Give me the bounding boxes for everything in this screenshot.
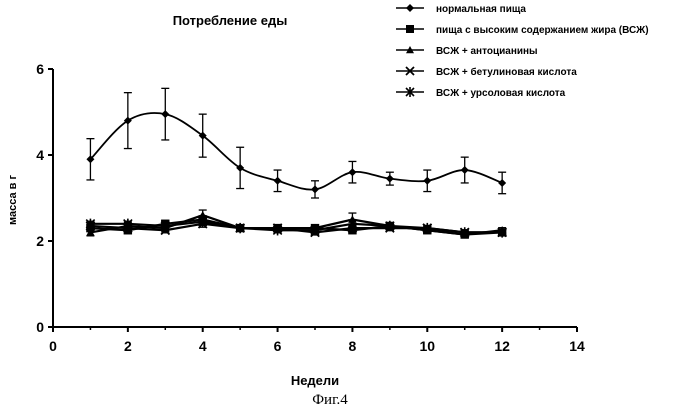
data-point bbox=[386, 175, 394, 183]
legend-label: ВСЖ + бетулиновая кислота bbox=[436, 66, 577, 78]
chart-title: Потребление еды bbox=[173, 13, 288, 28]
y-tick-label: 6 bbox=[36, 61, 44, 77]
x-tick-label: 0 bbox=[49, 338, 57, 354]
x-tick-label: 12 bbox=[494, 338, 510, 354]
legend-label: ВСЖ + урсоловая кислота bbox=[436, 88, 566, 99]
legend: нормальная пища пища с высоким содержание… bbox=[396, 4, 649, 99]
data-point bbox=[498, 179, 506, 187]
data-point bbox=[461, 166, 469, 174]
series-line bbox=[90, 113, 502, 190]
y-axis-label: масса в г bbox=[7, 175, 19, 225]
x-tick-label: 2 bbox=[124, 338, 132, 354]
x-tick-label: 14 bbox=[569, 338, 585, 354]
y-tick-label: 4 bbox=[36, 147, 44, 163]
legend-item-1: нормальная пища bbox=[396, 4, 526, 15]
data-point bbox=[348, 168, 356, 176]
legend-label: пища с высоким содержанием жира (ВСЖ) bbox=[436, 25, 649, 36]
data-point bbox=[161, 110, 169, 118]
data-point bbox=[274, 177, 282, 185]
legend-item-4: ВСЖ + бетулиновая кислота bbox=[396, 66, 577, 78]
series-layer bbox=[86, 88, 506, 238]
y-tick-label: 0 bbox=[36, 319, 44, 335]
legend-label: ВСЖ + антоцианины bbox=[436, 46, 538, 57]
axes: 0 2 4 6 8 10 12 14 0 2 4 6 bbox=[36, 61, 585, 354]
legend-item-3: ВСЖ + антоцианины bbox=[396, 46, 538, 57]
x-tick-label: 6 bbox=[274, 338, 282, 354]
data-point bbox=[311, 185, 319, 193]
legend-marker bbox=[406, 25, 414, 33]
series-1 bbox=[86, 88, 506, 198]
y-tick-label: 2 bbox=[36, 233, 44, 249]
legend-label: нормальная пища bbox=[436, 4, 526, 15]
data-point bbox=[423, 177, 431, 185]
x-axis-label: Недели bbox=[291, 373, 339, 388]
legend-item-5: ВСЖ + урсоловая кислота bbox=[396, 87, 566, 99]
x-tick-label: 10 bbox=[419, 338, 435, 354]
x-tick-label: 4 bbox=[199, 338, 207, 354]
legend-marker bbox=[406, 4, 414, 12]
x-tick-label: 8 bbox=[349, 338, 357, 354]
figure-caption: Фиг.4 bbox=[312, 392, 348, 408]
legend-item-2: пища с высоким содержанием жира (ВСЖ) bbox=[396, 25, 649, 36]
